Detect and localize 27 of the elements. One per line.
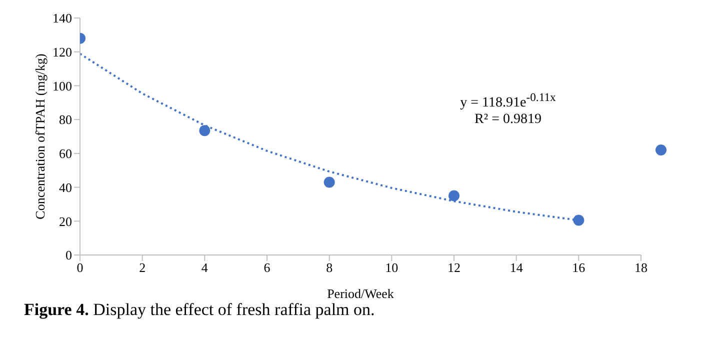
x-tick-label: 8 [326,260,333,276]
x-tick-label: 0 [76,260,84,276]
y-tick-label: 40 [59,180,72,195]
y-tick-label: 100 [52,78,72,94]
y-tick-label: 0 [66,248,72,263]
x-axis-title: Period/Week [327,286,394,301]
y-tick-label: 140 [52,10,72,26]
y-tick-label: 60 [59,146,72,162]
annotation: R² = 0.9819 [474,112,542,128]
point [199,125,210,136]
y-tick-label: 120 [52,44,72,60]
x-tick-label: 10 [385,260,398,276]
x-tick-label: 14 [510,260,524,276]
point [448,190,460,202]
x-tick-label: 18 [634,260,648,276]
y-tick-label: 80 [59,112,72,128]
x-tick-label: 16 [572,260,586,276]
y-axis-title: Concentration ofTPAH (mg/kg) [32,54,48,220]
x-tick-label: 2 [139,260,146,276]
point [324,176,335,188]
x-tick-label: 6 [264,260,271,276]
x-tick-label: 4 [201,260,208,276]
y-tick-label: 20 [59,214,72,229]
caption: Figure 4. Display the effect of fresh raffia palm on. [24,300,375,320]
point [573,214,584,226]
annotation: y = 118.91e$^{-0.11x}$ [459,90,557,112]
x-tick-label: 12 [448,260,460,276]
